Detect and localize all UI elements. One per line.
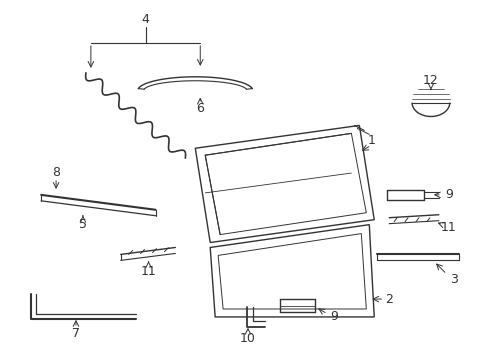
Text: 3: 3: [449, 273, 457, 286]
Text: 10: 10: [240, 332, 255, 345]
Text: 9: 9: [444, 188, 452, 201]
Text: 6: 6: [196, 102, 204, 115]
Text: 7: 7: [72, 327, 80, 340]
Text: 11: 11: [440, 221, 456, 234]
Text: 8: 8: [52, 166, 60, 179]
Text: 5: 5: [79, 218, 87, 231]
Text: 9: 9: [330, 310, 338, 323]
Text: 1: 1: [366, 134, 374, 147]
Text: 12: 12: [422, 74, 438, 87]
Text: 11: 11: [141, 265, 156, 278]
Text: 2: 2: [385, 293, 392, 306]
Text: 4: 4: [142, 13, 149, 26]
